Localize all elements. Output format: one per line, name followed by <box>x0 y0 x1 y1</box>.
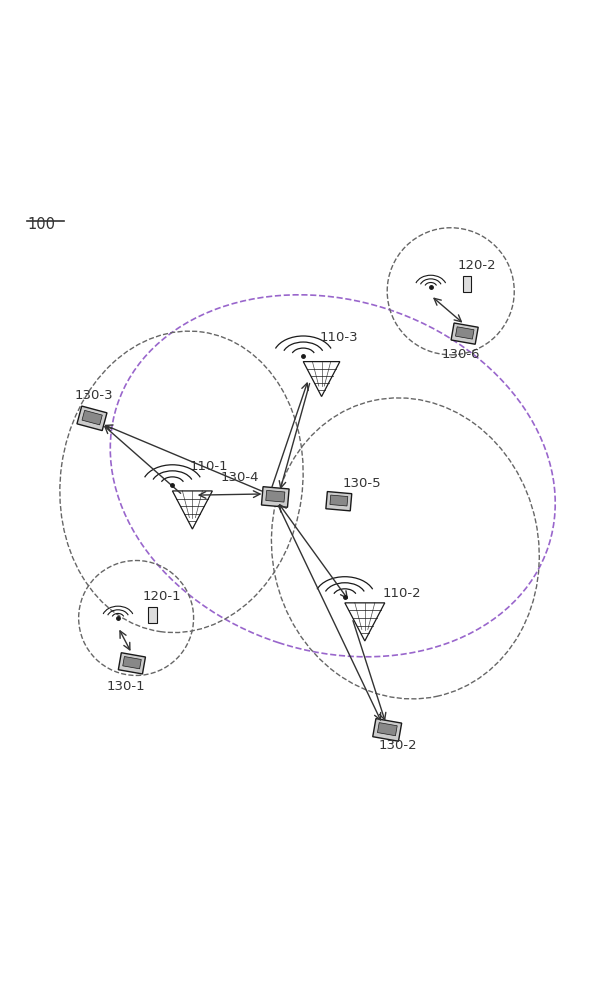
Polygon shape <box>119 653 145 674</box>
Polygon shape <box>77 406 107 431</box>
Text: 100: 100 <box>27 217 55 232</box>
Polygon shape <box>261 487 289 507</box>
Text: 130-3: 130-3 <box>74 389 113 402</box>
Polygon shape <box>456 327 474 339</box>
Text: 130-2: 130-2 <box>379 739 417 752</box>
Polygon shape <box>451 323 478 344</box>
Polygon shape <box>123 657 142 669</box>
Polygon shape <box>373 719 402 741</box>
Text: 130-4: 130-4 <box>220 471 259 484</box>
Polygon shape <box>326 492 352 511</box>
Text: 130-5: 130-5 <box>342 477 381 490</box>
Bar <box>148 607 157 623</box>
Text: 110-3: 110-3 <box>319 331 358 344</box>
Text: 110-2: 110-2 <box>383 587 422 600</box>
Polygon shape <box>266 490 285 502</box>
Polygon shape <box>330 495 348 506</box>
Text: 110-1: 110-1 <box>189 460 228 473</box>
Text: 130-6: 130-6 <box>442 348 480 361</box>
Polygon shape <box>378 723 397 736</box>
Bar <box>463 276 471 292</box>
Polygon shape <box>82 410 102 425</box>
Text: 120-2: 120-2 <box>457 259 496 272</box>
Text: 130-1: 130-1 <box>106 680 145 693</box>
Text: 120-1: 120-1 <box>143 590 182 603</box>
